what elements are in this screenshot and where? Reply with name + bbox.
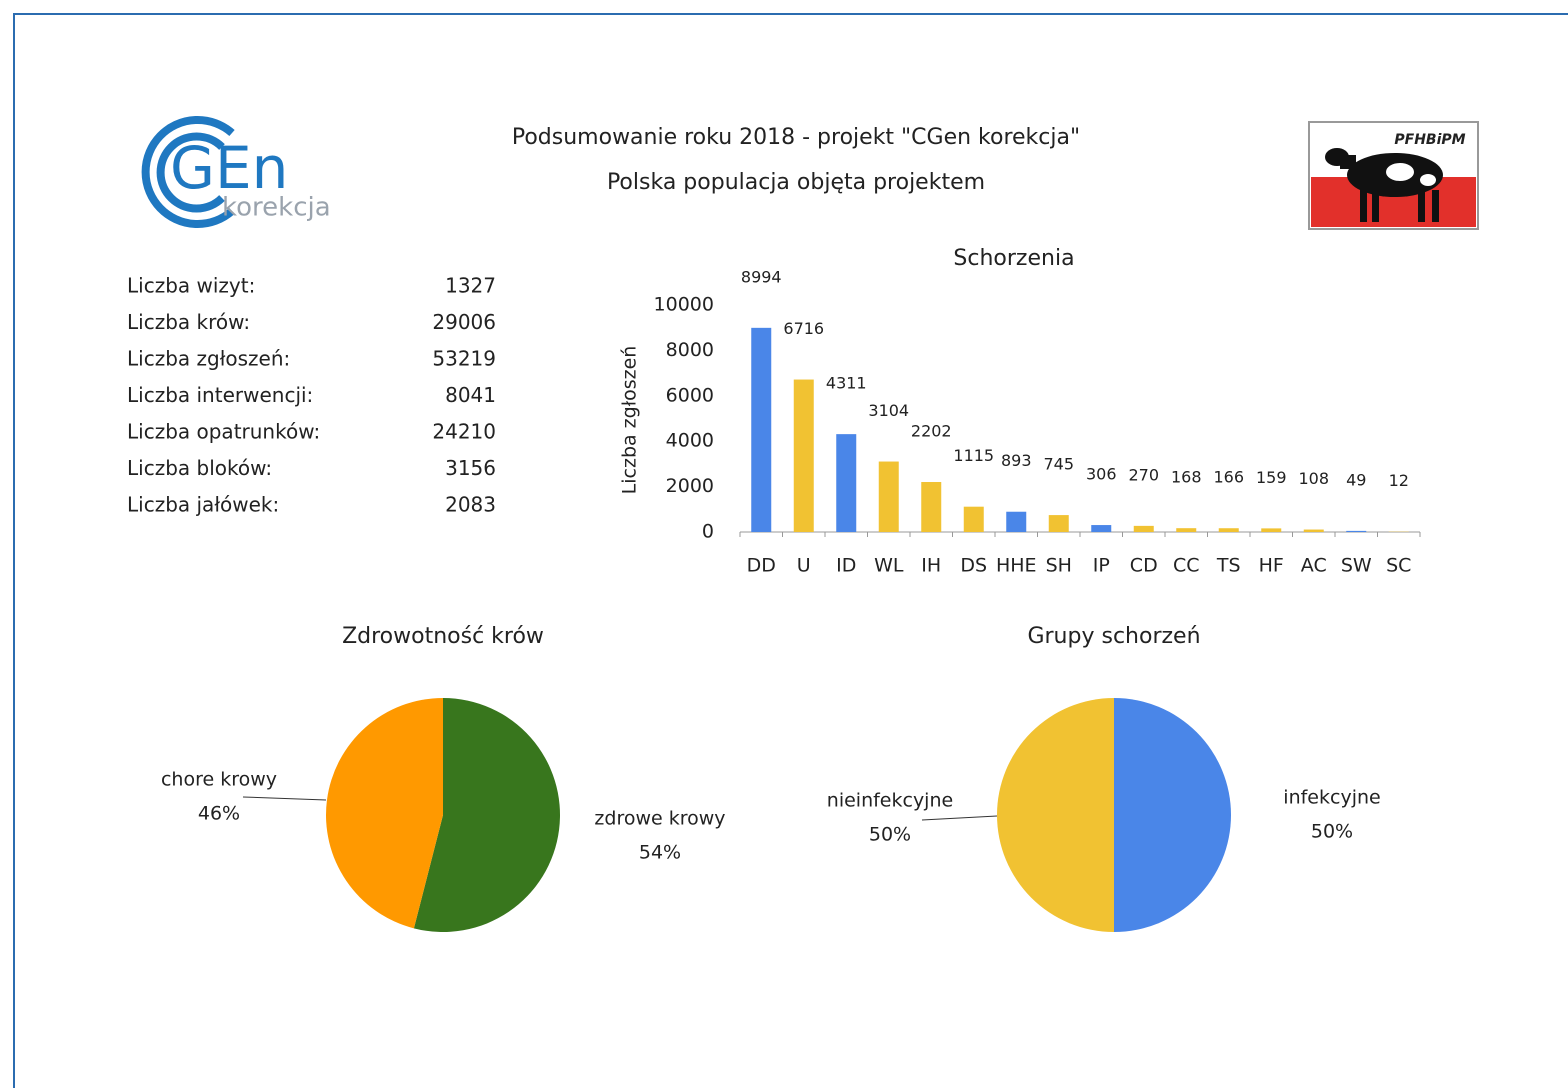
x-tick-label: CD — [1130, 555, 1158, 577]
y-tick-label: 6000 — [666, 384, 714, 406]
stat-value: 53219 — [432, 347, 496, 371]
x-tick-label: SC — [1386, 555, 1411, 577]
title: Podsumowanie roku 2018 - projekt "CGen k… — [512, 125, 1080, 150]
x-tick-label: SH — [1046, 555, 1072, 577]
x-tick-label: HF — [1259, 555, 1284, 577]
logo-main: GEn — [170, 134, 288, 202]
data-label: 1115 — [953, 446, 994, 465]
bar — [1091, 525, 1112, 532]
cow — [1325, 148, 1443, 222]
pie-slice — [997, 698, 1114, 932]
data-label: 4311 — [826, 374, 867, 393]
page-frame — [13, 13, 1568, 1088]
x-tick-label: ID — [836, 555, 856, 577]
chart-title: Zdrowotność krów — [342, 624, 544, 649]
data-label: 6716 — [783, 319, 824, 338]
stats-table: Liczba wizyt: 1327 Liczba krów: 29006 Liczba… — [127, 274, 496, 517]
bar — [1048, 515, 1069, 532]
bar — [1133, 525, 1154, 532]
data-label: 8994 — [741, 267, 782, 286]
slice-label: chore krowy — [161, 769, 277, 791]
leader-line — [242, 796, 327, 801]
bar — [878, 461, 899, 532]
chart-title: Grupy schorzeń — [1027, 624, 1200, 649]
stat-value: 8041 — [445, 383, 496, 407]
y-tick-label: 4000 — [666, 430, 714, 452]
bar — [836, 434, 857, 532]
y-axis-label: Liczba zgłoszeń — [619, 346, 641, 495]
slice-label: infekcyjne — [1283, 787, 1380, 809]
bar — [751, 327, 772, 532]
x-tick-label: DD — [747, 555, 776, 577]
bar — [793, 379, 814, 532]
slice-value: 50% — [1311, 821, 1353, 843]
slice-value: 54% — [639, 842, 681, 864]
stat-label: Liczba krów: — [127, 310, 250, 334]
stat-value: 1327 — [445, 274, 496, 298]
x-tick-label: AC — [1301, 555, 1327, 577]
y-tick-label: 2000 — [666, 475, 714, 497]
badge: PFHBiPM — [1308, 121, 1479, 230]
slice-value: 50% — [869, 824, 911, 846]
data-label: 893 — [1001, 451, 1032, 470]
slice-label: zdrowe krowy — [594, 808, 725, 830]
x-tick-label: IH — [921, 555, 941, 577]
stat-label: Liczba wizyt: — [127, 274, 255, 298]
y-tick-label: 10000 — [654, 294, 714, 316]
data-label: 159 — [1256, 468, 1287, 487]
data-label: 12 — [1389, 471, 1409, 490]
y-tick-label: 8000 — [666, 339, 714, 361]
bar — [1218, 528, 1239, 532]
x-tick-label: IP — [1093, 555, 1110, 577]
data-label: 2202 — [911, 422, 952, 441]
stat-label: Liczba zgłoszeń: — [127, 347, 290, 371]
pie-slice — [326, 698, 443, 929]
stat-value: 24210 — [432, 420, 496, 444]
bar — [1006, 511, 1027, 532]
data-label: 49 — [1346, 470, 1366, 489]
stat-label: Liczba interwencji: — [127, 383, 313, 407]
logo-arc — [156, 132, 225, 213]
stat-label: Liczba jałówek: — [127, 493, 279, 517]
chart-title: Schorzenia — [953, 246, 1074, 271]
logo-sub: korekcja — [222, 193, 331, 223]
pie-slice — [1114, 698, 1231, 932]
x-tick-label: SW — [1341, 555, 1372, 577]
stat-value: 3156 — [445, 456, 496, 480]
y-tick-label: 0 — [702, 521, 714, 543]
stat-label: Liczba bloków: — [127, 456, 272, 480]
bar — [1346, 530, 1367, 532]
bar — [963, 506, 984, 532]
data-label: 166 — [1213, 468, 1244, 487]
x-tick-label: CC — [1173, 555, 1200, 577]
logo: GEn korekcja — [141, 116, 331, 228]
data-label: 108 — [1298, 469, 1329, 488]
bar — [1303, 529, 1324, 532]
badge-text: PFHBiPM — [1394, 132, 1465, 148]
slice-label: nieinfekcyjne — [827, 790, 953, 812]
data-label: 306 — [1086, 465, 1117, 484]
subtitle: Polska populacja objęta projektem — [607, 170, 985, 195]
x-tick-label: U — [797, 555, 811, 577]
bar — [1176, 528, 1197, 532]
stat-value: 29006 — [432, 310, 496, 334]
pie-slice — [413, 698, 560, 933]
leader-line — [921, 815, 998, 821]
x-tick-label: HHE — [996, 555, 1037, 577]
bar — [1261, 528, 1282, 532]
data-label: 745 — [1043, 455, 1074, 474]
stat-value: 2083 — [445, 493, 496, 517]
bar — [921, 482, 942, 532]
slice-value: 46% — [198, 803, 240, 825]
data-label: 168 — [1171, 468, 1202, 487]
data-label: 3104 — [868, 401, 909, 420]
x-tick-label: TS — [1216, 555, 1241, 577]
x-tick-label: WL — [874, 555, 904, 577]
x-tick-label: DS — [960, 555, 987, 577]
data-label: 270 — [1128, 465, 1159, 484]
logo-arc — [141, 116, 235, 228]
stat-label: Liczba opatrunków: — [127, 420, 320, 444]
